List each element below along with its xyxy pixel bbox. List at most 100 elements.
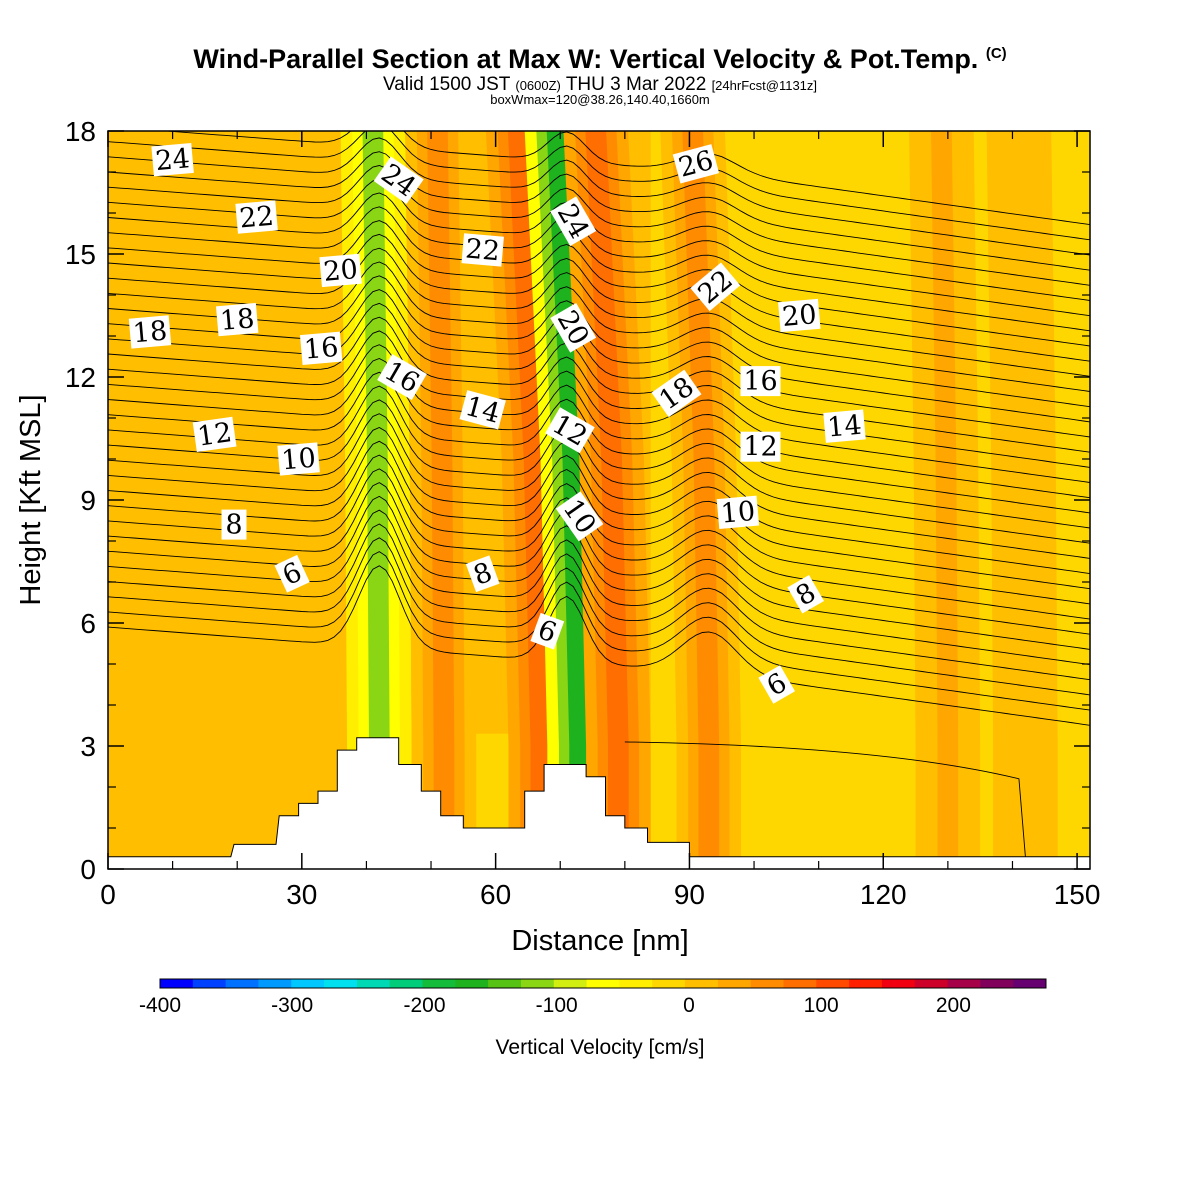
contour-label: 10 [277, 442, 320, 476]
theta-contour [108, 565, 1090, 726]
contour-label-box [151, 143, 194, 177]
contour-label-text: 10 [280, 443, 317, 477]
colorbar-swatch [980, 979, 1014, 988]
colorbar-tick-label: 0 [683, 994, 695, 1017]
colorbar-swatch [750, 979, 784, 988]
colorbar-swatch [225, 979, 259, 988]
chart-title-text: Wind-Parallel Section at Max W: Vertical… [193, 44, 979, 74]
colorbar-swatch [685, 979, 719, 988]
contour-label-box [459, 390, 506, 430]
contour-label-box [215, 302, 259, 337]
colorbar-swatch [258, 979, 292, 988]
contour-label-text: 24 [154, 143, 191, 177]
contour-label-text: 20 [781, 299, 818, 333]
contour-label-box [823, 409, 866, 443]
velocity-band [682, 131, 720, 869]
theta-contour [108, 330, 1090, 468]
y-tick-label: 9 [80, 485, 96, 516]
contour-label-box [221, 509, 247, 540]
contour-label-box [778, 298, 821, 333]
contour-label-text: 12 [743, 432, 777, 463]
contour-label-box [555, 491, 604, 542]
colorbar-frame [159, 978, 1047, 989]
colorbar-swatch [356, 979, 391, 988]
x-tick-label: 0 [100, 879, 116, 910]
theta-contour [108, 261, 1090, 392]
contour-label: 12 [192, 416, 237, 453]
y-tick-label: 18 [65, 116, 96, 147]
contour-label: 10 [716, 495, 760, 530]
contour-label: 22 [461, 233, 504, 267]
theta-contour [108, 537, 1090, 696]
contour-label-box [550, 302, 597, 353]
colorbar-swatch [914, 979, 948, 988]
x-tick-label: 150 [1054, 879, 1101, 910]
x-axis-label: Distance [nm] [511, 925, 688, 957]
contour-label: 24 [151, 143, 194, 177]
theta-contour [108, 137, 1090, 256]
theta-contours [108, 131, 1090, 857]
contour-label-box [192, 416, 237, 453]
y-tick-label: 0 [80, 854, 96, 885]
contour-label-box [128, 315, 172, 349]
contour-label-text: 18 [132, 315, 169, 349]
colorbar: -400 -300 -200 -100 0 100 200 [139, 978, 1047, 1017]
theta-contour [108, 385, 1090, 529]
theta-contour [108, 482, 1090, 635]
contour-label: 20 [319, 253, 362, 288]
y-axis-label: Height [Kft MSL] [15, 394, 47, 605]
contour-label: 16 [299, 331, 343, 366]
subtitle-forecast: [24hrFcst@1131z] [711, 78, 818, 93]
contour-label-box [672, 144, 720, 184]
colorbar-swatch [1013, 979, 1047, 988]
contour-label-text: 22 [238, 201, 275, 235]
contour-label-box [651, 369, 702, 418]
colorbar-swatch [324, 979, 358, 988]
contour-label-box [530, 612, 565, 650]
x-tick-label: 60 [480, 879, 511, 910]
contour-label: 18 [215, 302, 259, 337]
contour-label: 14 [459, 390, 506, 430]
theta-contour [161, 131, 1090, 226]
colorbar-swatch [849, 979, 883, 988]
x-tick-label: 120 [860, 879, 907, 910]
contour-label-box [235, 200, 278, 234]
colorbar-tick-label: -200 [403, 994, 445, 1017]
plot-area [108, 131, 1090, 869]
colorbar-swatch [553, 979, 588, 988]
copyright-mark: (C) [985, 45, 1007, 62]
colorbar-swatch [422, 979, 456, 988]
contour-label-box [550, 196, 597, 247]
colorbar-swatch [291, 979, 325, 988]
contour-label-box [740, 431, 781, 462]
theta-contour [108, 358, 1090, 499]
colorbar-swatch [192, 979, 227, 988]
colorbar-tick-label: -100 [536, 994, 578, 1017]
contour-label-text: 20 [322, 254, 359, 288]
theta-contour [108, 289, 1090, 423]
colorbar-tick-label: 100 [804, 994, 839, 1017]
box-info: boxWmax=120@38.26,140.40,1660m [490, 92, 710, 107]
contour-label-text: 14 [826, 410, 863, 444]
theta-contour [108, 233, 1090, 362]
theta-contour [108, 509, 1090, 666]
contour-label: 12 [740, 431, 781, 463]
contour-label-box [277, 442, 320, 476]
theta-contour [108, 413, 1090, 559]
contour-label-box [299, 331, 343, 365]
contour-label-box [545, 407, 595, 454]
colorbar-swatch [652, 979, 686, 988]
theta-contour [108, 495, 1090, 650]
subtitle-valid: Valid 1500 JST [382, 74, 511, 95]
chart-subtitle: Valid 1500 JST (0600Z) THU 3 Mar 2022 [2… [0, 74, 1200, 96]
colorbar-swatch [488, 979, 522, 988]
theta-contour [108, 220, 1090, 347]
theta-contour [108, 165, 1090, 286]
y-tick-label: 12 [65, 362, 96, 393]
contour-label: 8 [465, 555, 500, 593]
y-tick-label: 3 [80, 731, 96, 762]
contour-label-text: 22 [464, 233, 501, 267]
contour-label-box [740, 366, 781, 397]
contour-label-box [787, 575, 825, 614]
